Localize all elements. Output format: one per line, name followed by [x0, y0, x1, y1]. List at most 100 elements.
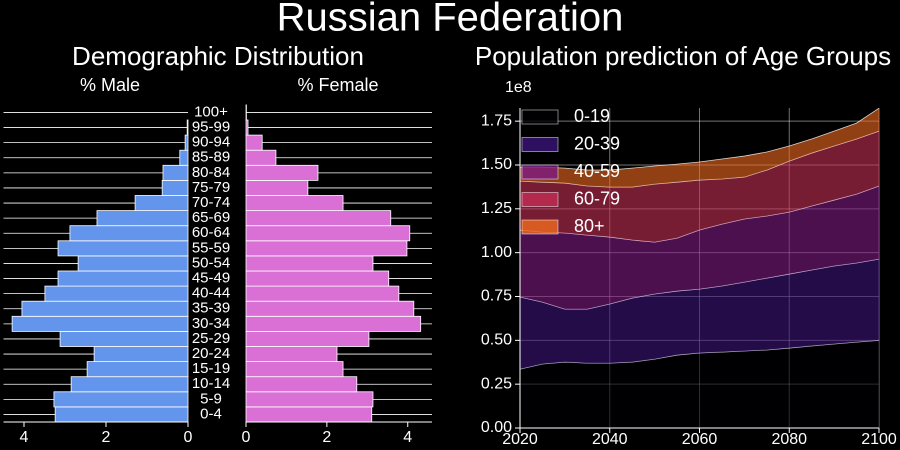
category-label: 0-4 — [200, 405, 222, 422]
legend-swatch — [521, 219, 559, 235]
bar — [245, 179, 309, 196]
x-tick-label: 2 — [102, 429, 111, 446]
category-label: 45-49 — [192, 270, 230, 287]
category-label: 50-54 — [192, 254, 230, 271]
legend-swatch — [521, 164, 559, 180]
legend-swatch — [521, 109, 559, 125]
bar — [77, 255, 189, 272]
y-tick-label: 0.25 — [481, 375, 512, 392]
category-label: 95-99 — [192, 119, 230, 136]
area-edge — [520, 107, 880, 171]
panel-title: % Male — [80, 75, 140, 95]
bar — [245, 149, 277, 166]
bar — [54, 406, 189, 423]
y-tick-label: 0.00 — [481, 419, 512, 436]
y-tick-label: 1.00 — [481, 244, 512, 261]
bar — [245, 270, 390, 287]
bar — [21, 300, 189, 317]
x-tick-label: 2080 — [771, 431, 807, 448]
category-label: 90-94 — [192, 134, 230, 151]
pyramid-title: Demographic Distribution — [72, 41, 364, 71]
panel-title: % Female — [297, 75, 378, 95]
y-tick-label: 1.25 — [481, 200, 512, 217]
bar — [184, 134, 189, 151]
area — [520, 340, 879, 428]
bar — [245, 255, 374, 272]
bar — [134, 195, 189, 212]
bar — [44, 285, 189, 302]
x-tick-label: 2100 — [861, 431, 897, 448]
bar — [245, 210, 392, 227]
y-tick-label: 0.50 — [481, 332, 512, 349]
category-label: 35-39 — [192, 300, 230, 317]
bar — [245, 119, 249, 136]
y-offset-label: 1e8 — [505, 79, 532, 96]
bar — [53, 391, 189, 408]
bar — [57, 270, 189, 287]
bar — [245, 300, 415, 317]
bar — [57, 240, 189, 257]
category-label: 15-19 — [192, 360, 230, 377]
category-label: 5-9 — [200, 390, 222, 407]
category-label: 85-89 — [192, 149, 230, 166]
x-tick-label: 0 — [184, 429, 193, 446]
x-tick-label: 2020 — [502, 431, 538, 448]
bar — [245, 376, 358, 393]
bar — [161, 179, 189, 196]
category-label: 30-34 — [192, 315, 230, 332]
x-tick-label: 4 — [403, 429, 412, 446]
category-label: 25-29 — [192, 330, 230, 347]
bar — [245, 330, 370, 347]
bar — [245, 346, 338, 363]
bar — [245, 285, 400, 302]
bar — [179, 149, 189, 166]
legend-label: 80+ — [574, 216, 605, 236]
x-tick-label: 2 — [322, 429, 331, 446]
bar — [186, 119, 189, 136]
bar — [245, 240, 408, 257]
bar — [245, 406, 373, 423]
x-tick-label: 2040 — [592, 431, 628, 448]
bar — [11, 315, 189, 332]
category-label: 65-69 — [192, 209, 230, 226]
category-label: 100+ — [194, 103, 228, 120]
y-tick-label: 1.50 — [481, 156, 512, 173]
bar — [162, 164, 189, 181]
category-label: 20-24 — [192, 345, 230, 362]
bar — [69, 225, 189, 242]
x-tick-label: 4 — [20, 429, 29, 446]
category-label: 40-44 — [192, 285, 230, 302]
bar — [59, 330, 189, 347]
legend-label: 20-39 — [574, 133, 620, 153]
bar — [245, 391, 374, 408]
figure-title: Russian Federation — [277, 0, 624, 40]
bar — [245, 361, 344, 378]
category-label: 80-84 — [192, 164, 230, 181]
y-tick-label: 0.75 — [481, 288, 512, 305]
category-label: 75-79 — [192, 179, 230, 196]
area — [520, 259, 879, 370]
bar — [86, 361, 189, 378]
x-tick-label: 2060 — [682, 431, 718, 448]
bar — [70, 376, 189, 393]
bar — [245, 315, 422, 332]
bar — [245, 225, 411, 242]
category-label: 70-74 — [192, 194, 230, 211]
bar — [245, 164, 319, 181]
bar — [93, 346, 189, 363]
category-label: 10-14 — [192, 375, 230, 392]
legend-label: 40-59 — [574, 161, 620, 181]
chart-title: Population prediction of Age Groups — [475, 41, 891, 71]
legend-label: 0-19 — [574, 106, 610, 126]
legend-swatch — [521, 137, 559, 152]
legend-swatch — [521, 192, 559, 207]
area — [520, 131, 879, 243]
area — [520, 186, 879, 310]
category-label: 55-59 — [192, 239, 230, 256]
bar — [245, 195, 344, 212]
legend-label: 60-79 — [574, 188, 620, 208]
bar — [245, 134, 263, 151]
category-label: 60-64 — [192, 224, 230, 241]
